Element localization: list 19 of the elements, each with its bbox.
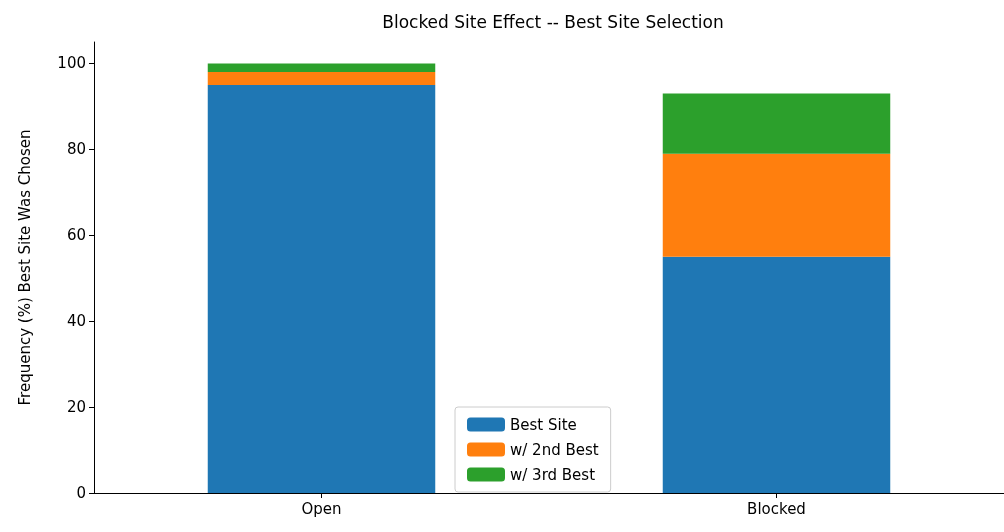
- y-axis-title: Frequency (%) Best Site Was Chosen: [15, 129, 34, 406]
- bar: [207, 72, 436, 85]
- bar: [207, 63, 436, 73]
- legend-label: w/ 3rd Best: [510, 465, 596, 484]
- y-tick-label: 80: [66, 140, 86, 159]
- y-tick-label: 20: [66, 398, 86, 417]
- bar: [662, 256, 891, 493]
- legend-label: w/ 2nd Best: [510, 440, 599, 459]
- x-tick-label: Open: [301, 499, 342, 518]
- y-tick-label: 100: [57, 54, 86, 73]
- bar: [662, 93, 891, 154]
- y-tick-label: 60: [66, 226, 86, 245]
- chart-title: Blocked Site Effect -- Best Site Selection: [382, 11, 724, 32]
- x-tick-label: Blocked: [747, 499, 806, 518]
- legend-label: Best Site: [510, 415, 577, 434]
- y-tick-label: 0: [76, 484, 86, 502]
- bar: [207, 84, 436, 493]
- y-tick-label: 40: [66, 312, 86, 331]
- bar: [662, 153, 891, 257]
